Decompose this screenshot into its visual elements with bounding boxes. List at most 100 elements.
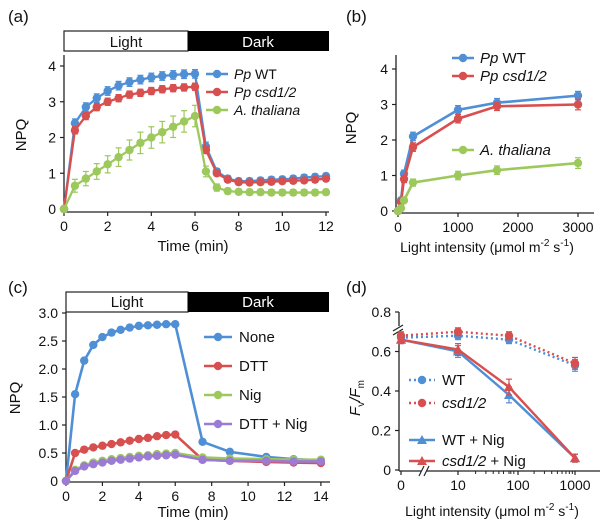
x-tick-label: 12 — [277, 488, 293, 504]
data-point — [134, 453, 144, 462]
x-tick-label: 100 — [506, 477, 530, 493]
panel-label-d: (d) — [346, 278, 367, 297]
data-point — [190, 82, 200, 91]
data-point — [316, 457, 326, 466]
y-tick-label: 2.5 — [39, 333, 59, 349]
data-point — [103, 86, 112, 96]
data-point — [267, 177, 276, 187]
xlabel-c: Time (min) — [157, 504, 228, 521]
x-tick-label: 4 — [135, 488, 143, 504]
x-tick-label: 6 — [191, 218, 199, 234]
y-tick-label: 3 — [380, 97, 388, 113]
y-tick-label: 0.5 — [39, 445, 59, 461]
x-tick-label: 2 — [104, 218, 112, 234]
data-point — [134, 434, 144, 444]
dark-period-bar-c — [188, 292, 329, 312]
y-tick-label: 1.5 — [39, 389, 59, 405]
data-point — [147, 73, 156, 82]
data-point — [147, 133, 156, 142]
x-tick-label: 3000 — [562, 219, 593, 235]
data-point — [492, 165, 502, 175]
light-label-a: Light — [110, 34, 143, 51]
x-tick-label: 14 — [313, 488, 329, 504]
data-point — [453, 171, 463, 180]
data-point — [570, 359, 580, 368]
data-point — [125, 77, 134, 87]
data-point — [234, 177, 243, 187]
x-tick-label: 2 — [99, 488, 107, 504]
legend-label: DTT + Nig — [239, 416, 308, 433]
data-point — [125, 436, 134, 445]
legend-swatch-marker — [212, 105, 222, 115]
data-point — [408, 132, 418, 141]
x-tick-label: 4 — [147, 218, 155, 234]
data-point — [223, 175, 232, 184]
y-tick-label: 0 — [383, 462, 391, 478]
y-tick-label: 1 — [48, 165, 56, 181]
data-point — [212, 169, 222, 178]
data-point — [504, 331, 514, 340]
data-point — [256, 177, 265, 187]
data-point — [80, 356, 89, 365]
legend-swatch-marker — [213, 390, 223, 400]
x-tick-label: 0 — [60, 218, 68, 234]
y-axis-break-gap — [393, 326, 405, 332]
legend-swatch-marker — [458, 145, 468, 155]
data-point — [396, 334, 406, 344]
y-tick-label: 2.0 — [39, 361, 59, 377]
data-point — [143, 433, 153, 443]
legend-swatch-marker — [213, 361, 223, 371]
legend-label: csd1/2 + Nig — [442, 453, 526, 470]
data-point — [70, 126, 80, 135]
series-line-csd1-2-nig — [400, 338, 576, 459]
data-point — [289, 457, 298, 466]
x-tick-label: 10 — [275, 218, 291, 234]
panel-label-c: (c) — [8, 278, 28, 297]
legend-swatch-marker — [213, 332, 223, 342]
data-point — [321, 174, 331, 183]
data-point — [125, 454, 134, 463]
legend-swatch-marker — [417, 456, 427, 465]
data-point — [168, 83, 178, 93]
data-point — [59, 204, 69, 214]
data-point — [70, 390, 80, 399]
ylabel-a: NPQ — [13, 119, 30, 152]
xlabel-a: Time (min) — [157, 238, 228, 255]
data-point — [92, 93, 101, 103]
data-point — [143, 452, 153, 461]
data-point — [136, 88, 145, 98]
data-point — [179, 117, 189, 126]
data-point — [168, 122, 178, 131]
data-point — [158, 127, 167, 137]
data-point — [245, 178, 254, 187]
legend-label: A. thaliana — [233, 102, 300, 118]
data-point — [103, 160, 112, 169]
x-tick-label: 0 — [62, 488, 70, 504]
data-point — [190, 69, 200, 79]
x-axis-break-gap — [421, 465, 427, 477]
y-tick-label: 0 — [48, 201, 56, 217]
data-point — [70, 119, 80, 128]
legend-label: Pp csd1/2 — [234, 84, 296, 100]
x-tick-label: 0 — [397, 477, 405, 493]
chart-d: 0 10 100 1000 0 0.2 0.4 0.6 0.8 WT csd1/2 WT + Nig c… — [372, 304, 600, 493]
data-point — [453, 114, 463, 123]
data-point — [310, 188, 320, 197]
data-point — [152, 432, 162, 441]
data-point — [116, 455, 125, 464]
x-tick-label: 2000 — [502, 219, 533, 235]
data-point — [147, 86, 156, 96]
x-tick-label: 8 — [208, 488, 216, 504]
data-point — [168, 70, 178, 80]
legend-label: WT — [442, 372, 465, 389]
legend-swatch-marker — [212, 69, 222, 79]
series-line-wt — [400, 334, 576, 367]
data-point — [107, 328, 116, 337]
light-label-c: Light — [111, 294, 144, 311]
data-point — [278, 176, 287, 186]
dark-period-bar-a — [188, 31, 329, 51]
legend-label: Pp csd1/2 — [480, 68, 547, 85]
